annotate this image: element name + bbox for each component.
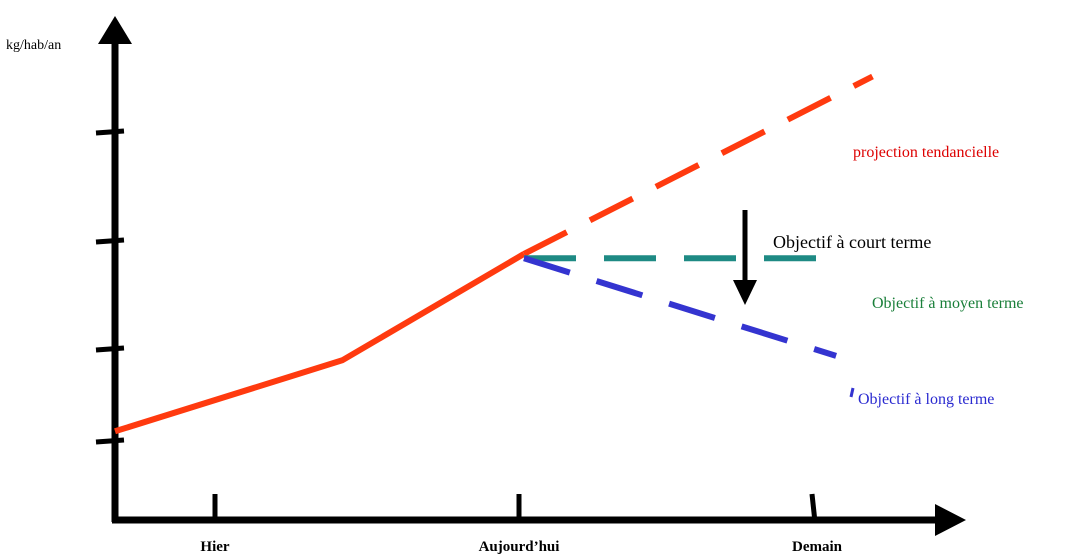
series-lines [114, 73, 874, 435]
x-tick-label-aujourdhui: Aujourd’hui [479, 539, 560, 554]
x-tick-label-demain: Demain [792, 539, 843, 554]
y-axis-arrowhead [98, 16, 132, 44]
x-ticks [212, 493, 818, 523]
annotation-objectif-long-terme: Objectif à long terme [858, 391, 994, 408]
y-tick [95, 345, 125, 353]
annotation-objectif-court-terme: Objectif à court terme [773, 232, 931, 252]
long-terme-label-mark [849, 387, 855, 398]
series-line-historical [114, 251, 526, 435]
y-axis-label: kg/hab/an [6, 38, 61, 53]
x-axis-arrowhead [935, 504, 966, 536]
x-tick-label-hier: Hier [200, 539, 229, 554]
series-line-objectif-long-terme [523, 255, 837, 359]
court-terme-arrow [733, 210, 757, 305]
series-line-projection-tendancielle [522, 73, 874, 257]
annotation-projection-tendancielle: projection tendancielle [853, 144, 999, 161]
axes [98, 16, 966, 536]
y-tick [95, 437, 125, 445]
y-ticks [95, 128, 125, 445]
court-terme-arrowhead [733, 280, 757, 305]
annotation-objectif-moyen-terme: Objectif à moyen terme [872, 295, 1024, 312]
x-tick-demain [809, 493, 818, 523]
y-tick [95, 237, 125, 245]
y-tick [95, 128, 125, 136]
